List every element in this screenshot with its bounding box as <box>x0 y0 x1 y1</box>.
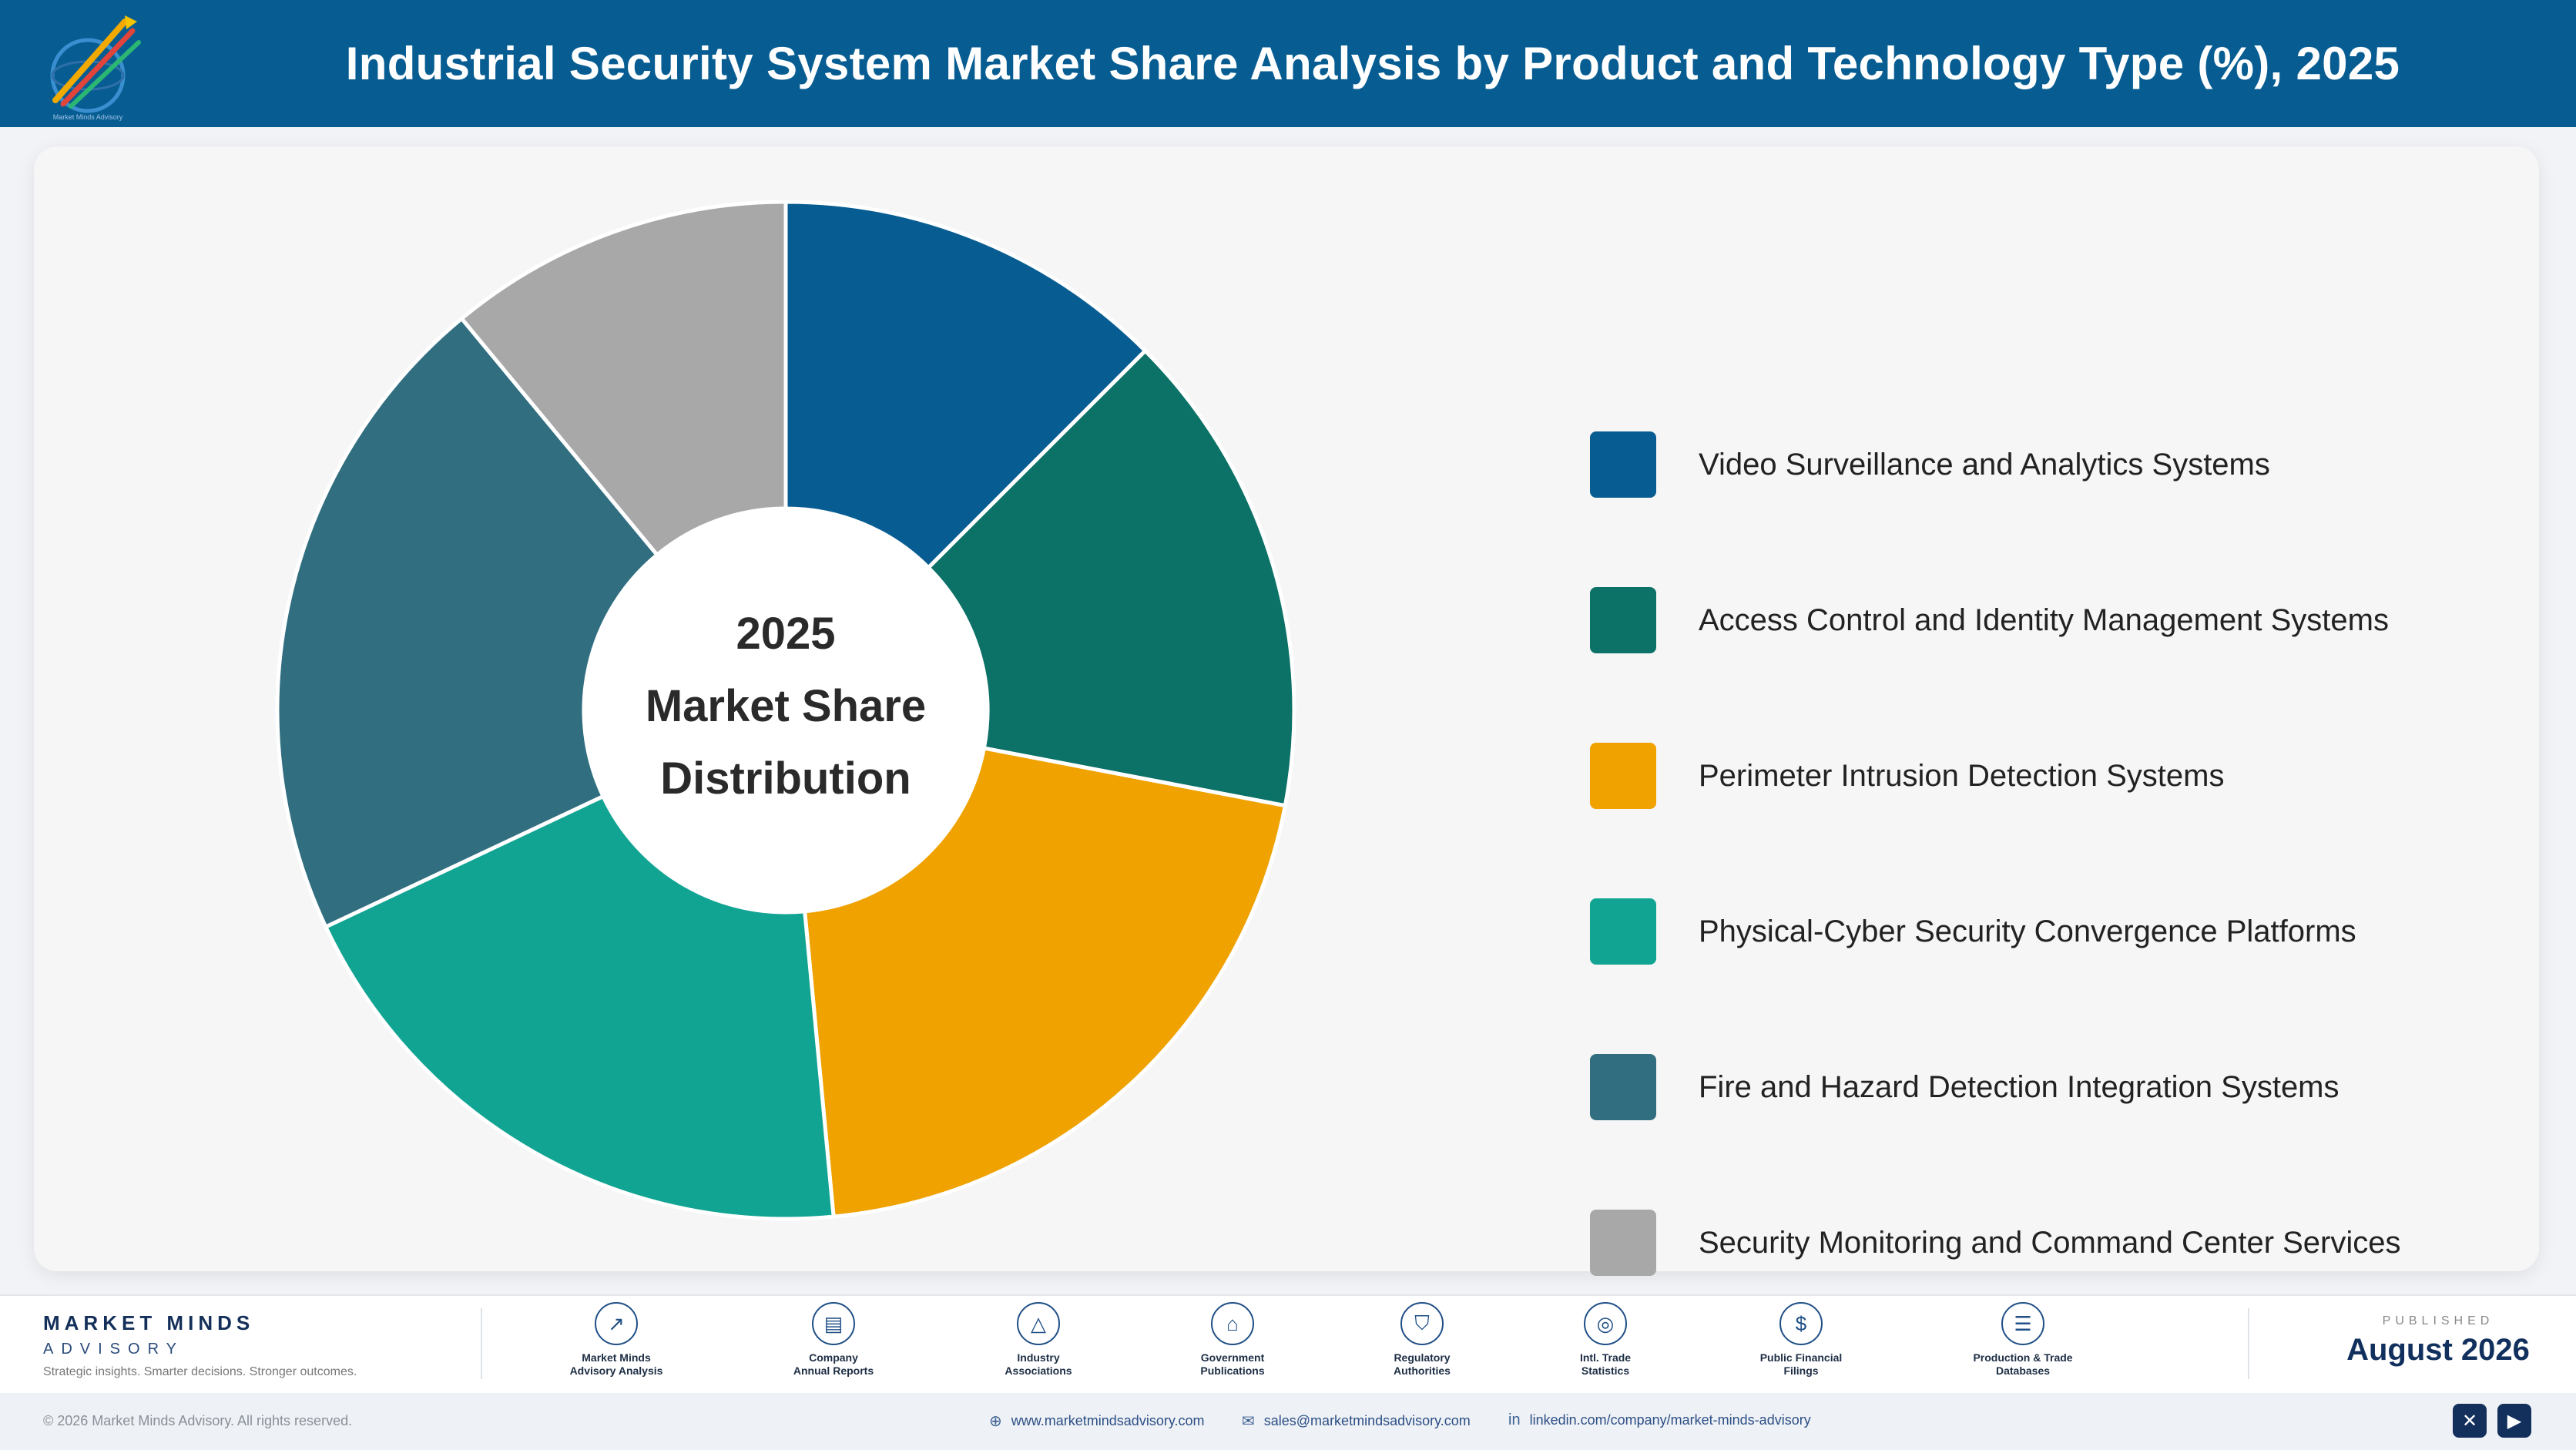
email-link[interactable]: ✉ sales@marketmindsadvisory.com <box>1242 1411 1471 1431</box>
dollar-coin-icon: $ <box>1779 1302 1823 1345</box>
page-title: Industrial Security System Market Share … <box>345 38 2400 89</box>
email-text: sales@marketmindsadvisory.com <box>1263 1413 1471 1428</box>
pie-slice-5 <box>275 315 660 930</box>
source-item: △ Industry Associations <box>961 1302 1115 1378</box>
legend-swatch <box>1590 743 1656 809</box>
brand-subtitle: ADVISORY <box>43 1341 184 1358</box>
legend-swatch <box>1590 431 1656 498</box>
legend-item: Security Monitoring and Command Center S… <box>1590 1210 2401 1276</box>
rocket-globe-logo-icon: Market Minds Advisory <box>50 15 141 121</box>
database-icon: ☰ <box>2001 1302 2044 1345</box>
legend-swatch <box>1590 587 1656 653</box>
legend-label: Access Control and Identity Management S… <box>1699 602 2389 637</box>
footer-contact-bar: © 2026 Market Minds Advisory. All rights… <box>0 1393 2576 1450</box>
divider <box>481 1308 482 1379</box>
legend-item: Access Control and Identity Management S… <box>1590 587 2389 653</box>
published-date: August 2026 <box>2346 1333 2530 1367</box>
shield-check-icon: ⛉ <box>1400 1302 1444 1345</box>
linkedin-link[interactable]: in linkedin.com/company/market-minds-adv… <box>1508 1411 1811 1429</box>
center-label-line: Market Share <box>646 681 926 731</box>
pie-slice-6 <box>458 200 788 558</box>
source-item: ▤ Company Annual Reports <box>756 1302 911 1378</box>
pie-slice-4 <box>323 794 836 1221</box>
divider <box>2248 1308 2249 1379</box>
source-item: ◎ Intl. Trade Statistics <box>1528 1302 1682 1378</box>
source-item: ↗ Market Minds Advisory Analysis <box>539 1302 693 1378</box>
legend-swatch <box>1590 898 1656 965</box>
pie-slice-1 <box>783 200 1149 571</box>
x-social-icon[interactable]: ✕ <box>2453 1404 2487 1438</box>
network-icon: △ <box>1017 1302 1060 1345</box>
source-item: ☰ Production & Trade Databases <box>1946 1302 2100 1378</box>
youtube-icon[interactable]: ▶ <box>2497 1404 2531 1438</box>
source-label: Market Minds Advisory Analysis <box>569 1351 663 1377</box>
pie-chart: 2025 Market Share Distribution <box>275 200 1296 1221</box>
footer-sources-bar: MARKET MINDS ADVISORY Strategic insights… <box>0 1294 2576 1393</box>
legend-swatch <box>1590 1210 1656 1276</box>
legend-item: Fire and Hazard Detection Integration Sy… <box>1590 1054 2340 1120</box>
published-label: PUBLISHED <box>2382 1314 2494 1327</box>
linkedin-text: linkedin.com/company/market-minds-adviso… <box>1529 1412 1811 1428</box>
chart-card: 2025 Market Share Distribution Video Surve… <box>34 146 2539 1276</box>
legend-item: Video Surveillance and Analytics Systems <box>1590 431 2270 498</box>
legend-label: Video Surveillance and Analytics Systems <box>1699 447 2270 482</box>
source-label: Government Publications <box>1200 1351 1265 1377</box>
donut-hole <box>585 510 986 911</box>
pie-slice-2 <box>925 347 1296 808</box>
center-label-line: Distribution <box>660 754 911 804</box>
globe-icon: ⊕ <box>989 1413 1002 1430</box>
source-label: Industry Associations <box>1005 1351 1072 1377</box>
website-link[interactable]: ⊕ www.marketmindsadvisory.com <box>989 1411 1205 1431</box>
brand-name: MARKET MINDS <box>43 1311 255 1334</box>
brand-tagline: Strategic insights. Smarter decisions. S… <box>43 1365 357 1378</box>
pie-slice-3 <box>802 746 1288 1219</box>
source-label: Regulatory Authorities <box>1394 1351 1451 1377</box>
mail-icon: ✉ <box>1242 1413 1255 1430</box>
globe-icon: ◎ <box>1584 1302 1627 1345</box>
legend-item: Perimeter Intrusion Detection Systems <box>1590 743 2224 809</box>
legend-label: Physical-Cyber Security Convergence Plat… <box>1699 914 2356 948</box>
svg-text:Market Minds Advisory: Market Minds Advisory <box>53 113 123 121</box>
website-text: www.marketmindsadvisory.com <box>1011 1413 1205 1428</box>
source-list: ↗ Market Minds Advisory Analysis ▤ Company An… <box>539 1302 2234 1391</box>
header-bar: Market Minds Advisory Industrial Securit… <box>0 0 2576 127</box>
source-label: Intl. Trade Statistics <box>1579 1351 1632 1377</box>
source-label: Public Financial Filings <box>1759 1351 1843 1377</box>
source-label: Company Annual Reports <box>793 1351 874 1377</box>
source-item: $ Public Financial Filings <box>1724 1302 1878 1378</box>
center-label-line: 2025 <box>736 609 835 659</box>
source-item: ⛉ Regulatory Authorities <box>1345 1302 1499 1378</box>
linkedin-icon: in <box>1508 1411 1521 1428</box>
legend-item: Physical-Cyber Security Convergence Plat… <box>1590 898 2356 965</box>
government-building-icon: ⌂ <box>1211 1302 1254 1345</box>
document-icon: ▤ <box>812 1302 855 1345</box>
trend-chart-icon: ↗ <box>595 1302 638 1345</box>
legend-swatch <box>1590 1054 1656 1120</box>
legend-label: Security Monitoring and Command Center S… <box>1699 1225 2401 1260</box>
legend-label: Perimeter Intrusion Detection Systems <box>1699 758 2225 793</box>
copyright: © 2026 Market Minds Advisory. All rights… <box>43 1413 353 1428</box>
legend-label: Fire and Hazard Detection Integration Sy… <box>1699 1069 2340 1104</box>
source-label: Production & Trade Databases <box>1973 1351 2073 1377</box>
source-item: ⌂ Government Publications <box>1156 1302 1310 1378</box>
